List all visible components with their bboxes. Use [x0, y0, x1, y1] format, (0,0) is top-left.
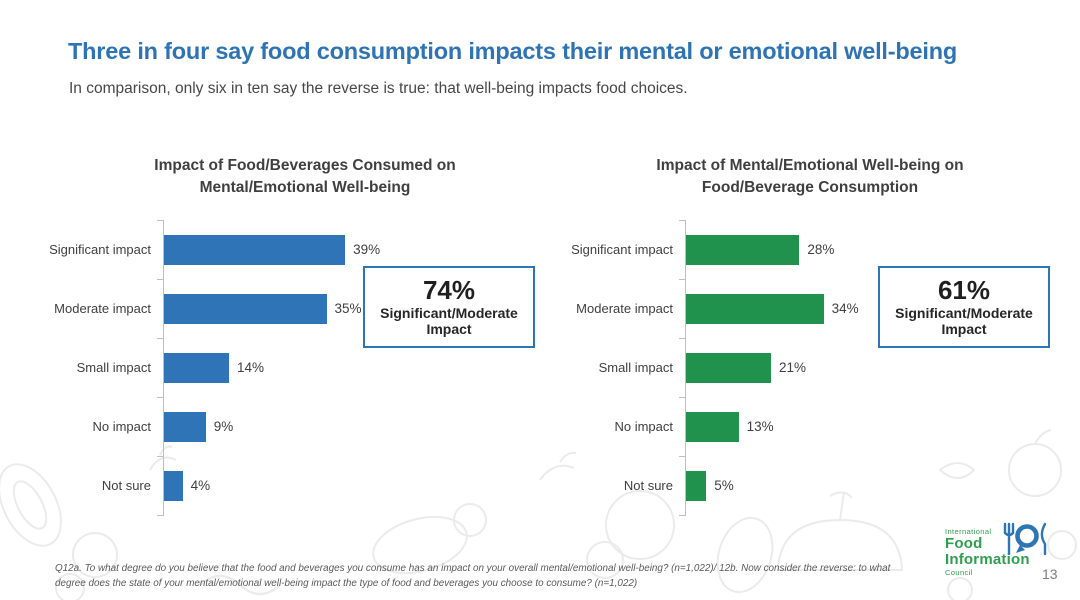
axis-tick	[157, 515, 164, 516]
bar-row: Significant impact 28%	[557, 220, 856, 279]
bar	[164, 234, 346, 265]
bar-row: No impact 13%	[557, 397, 856, 456]
logo-text-international: International	[945, 527, 992, 536]
bar-row: No impact 9%	[35, 397, 359, 456]
value-label: 28%	[807, 242, 835, 257]
value-label: 21%	[779, 360, 807, 375]
axis-tick	[679, 220, 686, 221]
bar-row: Not sure 5%	[557, 456, 856, 515]
axis-tick	[157, 338, 164, 339]
plot-cell: 34%	[685, 279, 859, 338]
category-label: Not sure	[101, 478, 151, 493]
bar-row: Moderate impact 34%	[557, 279, 859, 338]
plot-cell: 35%	[163, 279, 362, 338]
plot-cell: 5%	[685, 456, 856, 515]
value-label: 9%	[213, 419, 234, 434]
value-label: 4%	[190, 478, 211, 493]
plot-cell: 9%	[163, 397, 359, 456]
axis-tick	[679, 515, 686, 516]
bar-chart-food-impact: Significant impact 39% Moderate impact 35% S…	[35, 220, 380, 516]
bar-row: Not sure 4%	[35, 456, 359, 515]
page-title: Three in four say food consumption impac…	[68, 38, 958, 64]
callout-value: 74%	[422, 274, 476, 305]
callout-box-food-impact: 74% Significant/Moderate Impact	[363, 266, 535, 348]
callout-box-wellbeing-impact: 61% Significant/Moderate Impact	[878, 266, 1050, 348]
plate-fork-knife-icon	[1003, 522, 1047, 556]
bar	[164, 352, 229, 383]
category-label: No impact	[614, 419, 673, 434]
value-label: 35%	[334, 301, 362, 316]
bar	[686, 470, 707, 501]
bar	[686, 352, 771, 383]
axis-tick	[157, 279, 164, 280]
value-label: 5%	[714, 478, 734, 493]
value-label: 34%	[831, 301, 859, 316]
plot-cell: 14%	[163, 338, 359, 397]
chart-title-food-impact: Impact of Food/Beverages Consumed on Men…	[154, 157, 456, 196]
axis-tick	[679, 456, 686, 457]
plot-cell: 13%	[685, 397, 856, 456]
category-label: No impact	[92, 419, 151, 434]
category-label: Significant impact	[49, 242, 151, 257]
value-label: 14%	[236, 360, 265, 375]
category-label: Not sure	[623, 478, 673, 493]
logo-text-information: Information	[945, 550, 1030, 568]
page-number: 13	[1042, 566, 1058, 582]
axis-tick	[157, 397, 164, 398]
bar	[686, 411, 739, 442]
plot-cell: 4%	[163, 456, 359, 515]
plot-cell: 39%	[163, 220, 380, 279]
category-label: Small impact	[76, 360, 151, 375]
bar	[164, 293, 327, 324]
category-label: Moderate impact	[54, 301, 151, 316]
logo-text-council: Council	[945, 567, 973, 577]
axis-tick	[679, 397, 686, 398]
plot-cell: 28%	[685, 220, 856, 279]
category-label: Small impact	[598, 360, 673, 375]
callout-value: 61%	[937, 274, 991, 305]
value-label: 13%	[746, 419, 774, 434]
bar-row: Significant impact 39%	[35, 220, 380, 279]
plot-cell: 21%	[685, 338, 856, 397]
value-label: 39%	[353, 242, 381, 257]
logo-text-food: Food	[945, 535, 983, 552]
bar	[164, 411, 206, 442]
bar	[164, 470, 183, 501]
category-label: Moderate impact	[576, 301, 673, 316]
page-subtitle: In comparison, only six in ten say the r…	[69, 80, 688, 97]
callout-label: Significant/Moderate Impact	[895, 304, 1033, 338]
axis-tick	[679, 338, 686, 339]
bar	[686, 293, 824, 324]
bar-chart-wellbeing-impact: Significant impact 28% Moderate impact 34% S…	[557, 220, 859, 516]
callout-label: Significant/Moderate Impact	[380, 304, 518, 338]
bar-row: Moderate impact 35%	[35, 279, 362, 338]
axis-tick	[157, 456, 164, 457]
axis-tick	[157, 220, 164, 221]
category-label: Significant impact	[571, 242, 673, 257]
chart-title-wellbeing-impact: Impact of Mental/Emotional Well-being on…	[656, 157, 964, 196]
footnote: Q12a. To what degree do you believe that…	[55, 563, 891, 589]
axis-tick	[679, 279, 686, 280]
bar-row: Small impact 21%	[557, 338, 856, 397]
ific-logo: International Food Information Council	[945, 522, 1055, 577]
bar-row: Small impact 14%	[35, 338, 359, 397]
bar	[686, 234, 800, 265]
